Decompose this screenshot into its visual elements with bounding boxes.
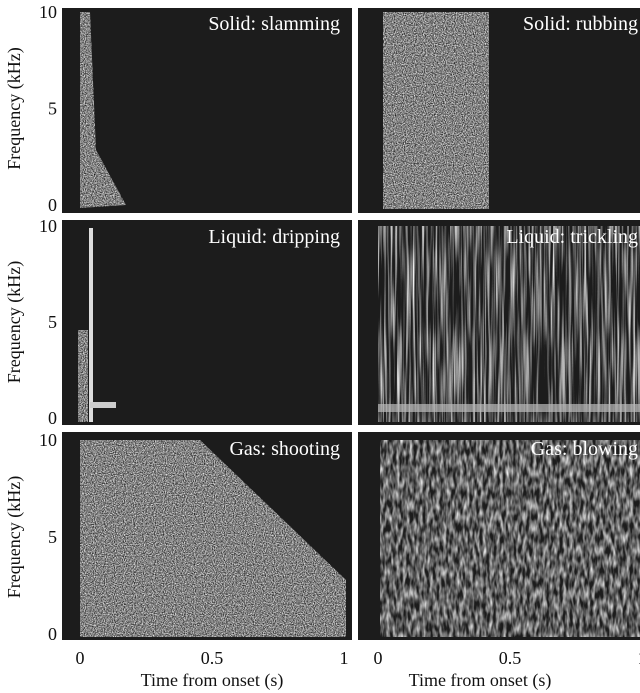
x-tick-label: 0.5	[201, 648, 224, 668]
texture-trickling	[378, 404, 640, 412]
texture-dripping	[89, 228, 93, 422]
y-tick-label: 10	[39, 2, 57, 22]
x-tick-label: 1	[638, 648, 640, 668]
panel-title: Liquid: dripping	[208, 226, 340, 248]
y-tick-label: 0	[48, 195, 57, 215]
panel-title: Liquid: trickling	[506, 226, 638, 248]
panel-title: Gas: shooting	[229, 438, 340, 460]
y-tick-label: 10	[39, 430, 57, 450]
x-tick-label: 0.5	[499, 648, 522, 668]
spectrogram-textures	[78, 12, 640, 637]
x-tick-label: 1	[340, 648, 349, 668]
y-tick-label: 5	[48, 527, 57, 547]
y-tick-label: 10	[39, 216, 57, 236]
texture-dripping	[78, 330, 88, 422]
y-axis-label: Frequency (kHz)	[4, 47, 25, 169]
x-tick-label: 0	[374, 648, 383, 668]
texture-shooting	[80, 440, 346, 637]
panel-title: Solid: slamming	[208, 13, 340, 35]
x-tick-label: 0	[76, 648, 85, 668]
y-axis-label: Frequency (kHz)	[4, 261, 25, 383]
y-tick-label: 0	[48, 624, 57, 644]
y-tick-label: 5	[48, 99, 57, 119]
texture-slamming	[80, 12, 126, 208]
texture-rubbing	[383, 12, 489, 209]
y-axis-label: Frequency (kHz)	[4, 476, 25, 598]
texture-trickling	[378, 226, 640, 422]
panel-title: Solid: rubbing	[523, 13, 638, 35]
y-tick-label: 0	[48, 408, 57, 428]
texture-dripping	[90, 402, 116, 408]
y-tick-label: 5	[48, 312, 57, 332]
texture-blowing	[380, 440, 640, 637]
x-axis-label: Time from onset (s)	[141, 670, 284, 691]
x-axis-label: Time from onset (s)	[409, 670, 552, 691]
panel-title: Gas: blowing	[531, 438, 638, 460]
panel-bg	[62, 220, 352, 425]
